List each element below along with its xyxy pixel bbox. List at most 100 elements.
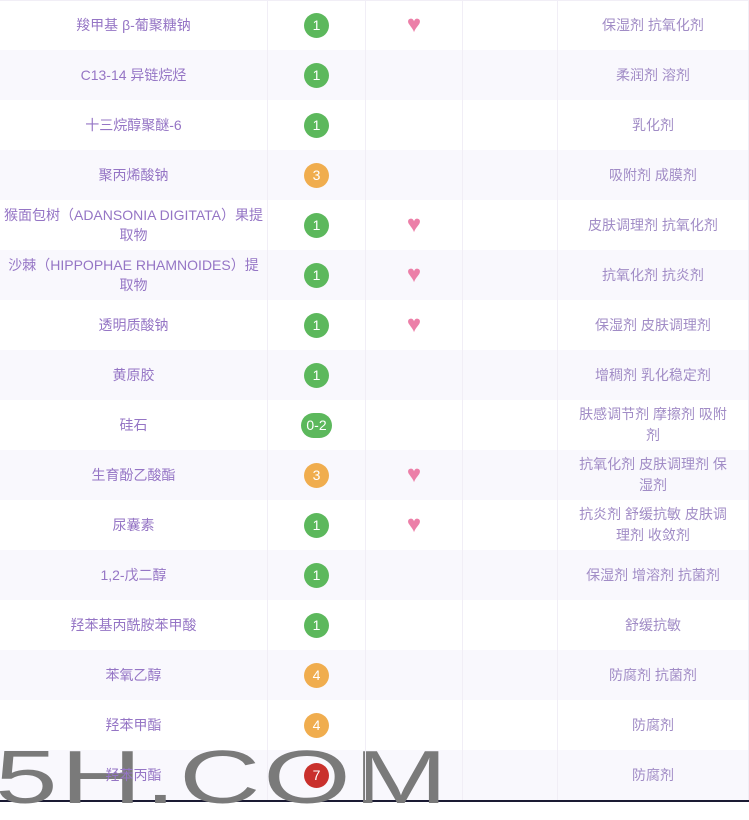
ingredient-functions: 抗氧化剂 抗炎剂: [558, 250, 749, 300]
ingredient-row: 羟苯基丙酰胺苯甲酸 1 舒缓抗敏: [0, 600, 749, 650]
ingredient-row: 透明质酸钠 1 ♥ 保湿剂 皮肤调理剂: [0, 300, 749, 350]
safety-score-badge: 7: [304, 762, 329, 788]
safety-score-badge: 1: [304, 12, 329, 38]
ingredient-functions: 保湿剂 增溶剂 抗菌剂: [558, 550, 749, 600]
ingredient-functions: 防腐剂 抗菌剂: [558, 650, 749, 700]
active-ingredient-cell: [366, 400, 463, 450]
empty-cell: [463, 450, 558, 500]
safety-score-badge: 3: [304, 462, 329, 488]
safety-score-cell: 1: [268, 350, 366, 400]
safety-score-badge: 4: [304, 712, 329, 738]
ingredient-row: 1,2-戊二醇 1 保湿剂 增溶剂 抗菌剂: [0, 550, 749, 600]
active-ingredient-cell: ♥: [366, 0, 463, 50]
active-ingredient-cell: [366, 350, 463, 400]
ingredient-name[interactable]: 生育酚乙酸酯: [0, 450, 268, 500]
heart-icon: ♥: [406, 211, 422, 238]
ingredient-row: 猴面包树（ADANSONIA DIGITATA）果提取物 1 ♥ 皮肤调理剂 抗…: [0, 200, 749, 250]
ingredient-name[interactable]: C13-14 异链烷烃: [0, 50, 268, 100]
safety-score-cell: 1: [268, 300, 366, 350]
ingredient-row: C13-14 异链烷烃 1 柔润剂 溶剂: [0, 50, 749, 100]
empty-cell: [463, 250, 558, 300]
safety-score-cell: 1: [268, 200, 366, 250]
safety-score-cell: 1: [268, 250, 366, 300]
ingredient-name[interactable]: 苯氧乙醇: [0, 650, 268, 700]
ingredient-name[interactable]: 黄原胶: [0, 350, 268, 400]
empty-cell: [463, 350, 558, 400]
ingredient-row: 十三烷醇聚醚-6 1 乳化剂: [0, 100, 749, 150]
empty-cell: [463, 650, 558, 700]
safety-score-cell: 4: [268, 650, 366, 700]
active-ingredient-cell: ♥: [366, 500, 463, 550]
ingredient-row: 黄原胶 1 增稠剂 乳化稳定剂: [0, 350, 749, 400]
ingredient-functions: 增稠剂 乳化稳定剂: [558, 350, 749, 400]
empty-cell: [463, 700, 558, 750]
ingredient-name[interactable]: 羟苯丙酯: [0, 750, 268, 800]
ingredient-row: 聚丙烯酸钠 3 吸附剂 成膜剂: [0, 150, 749, 200]
active-ingredient-cell: [366, 150, 463, 200]
ingredient-name[interactable]: 羧甲基 β-葡聚糖钠: [0, 0, 268, 50]
safety-score-cell: 3: [268, 450, 366, 500]
ingredient-name[interactable]: 1,2-戊二醇: [0, 550, 268, 600]
empty-cell: [463, 50, 558, 100]
empty-cell: [463, 300, 558, 350]
ingredient-functions: 舒缓抗敏: [558, 600, 749, 650]
safety-score-cell: 4: [268, 700, 366, 750]
heart-icon: ♥: [406, 261, 422, 288]
safety-score-badge: 1: [304, 512, 329, 538]
safety-score-badge: 1: [304, 62, 329, 88]
safety-score-badge: 0-2: [301, 412, 332, 438]
ingredient-functions: 柔润剂 溶剂: [558, 50, 749, 100]
ingredient-row: 羧甲基 β-葡聚糖钠 1 ♥ 保湿剂 抗氧化剂: [0, 0, 749, 50]
safety-score-cell: 7: [268, 750, 366, 800]
safety-score-cell: 1: [268, 100, 366, 150]
safety-score-cell: 1: [268, 50, 366, 100]
ingredient-name[interactable]: 尿囊素: [0, 500, 268, 550]
safety-score-cell: 3: [268, 150, 366, 200]
ingredient-name[interactable]: 沙棘（HIPPOPHAE RHAMNOIDES）提取物: [0, 250, 268, 300]
empty-cell: [463, 200, 558, 250]
ingredient-functions: 保湿剂 皮肤调理剂: [558, 300, 749, 350]
empty-cell: [463, 400, 558, 450]
ingredient-row: 羟苯丙酯 7 防腐剂: [0, 750, 749, 800]
ingredient-functions: 防腐剂: [558, 750, 749, 800]
safety-score-badge: 3: [304, 162, 329, 188]
ingredient-functions: 防腐剂: [558, 700, 749, 750]
ingredient-row: 硅石 0-2 肤感调节剂 摩擦剂 吸附剂: [0, 400, 749, 450]
ingredient-functions: 抗炎剂 舒缓抗敏 皮肤调理剂 收敛剂: [558, 500, 749, 550]
safety-score-badge: 4: [304, 662, 329, 688]
heart-icon: ♥: [406, 311, 422, 338]
safety-score-cell: 1: [268, 500, 366, 550]
ingredient-name[interactable]: 硅石: [0, 400, 268, 450]
active-ingredient-cell: [366, 100, 463, 150]
ingredient-row: 羟苯甲酯 4 防腐剂: [0, 700, 749, 750]
ingredient-functions: 乳化剂: [558, 100, 749, 150]
ingredient-functions: 吸附剂 成膜剂: [558, 150, 749, 200]
active-ingredient-cell: ♥: [366, 450, 463, 500]
top-border-line: [0, 0, 749, 1]
ingredient-row: 沙棘（HIPPOPHAE RHAMNOIDES）提取物 1 ♥ 抗氧化剂 抗炎剂: [0, 250, 749, 300]
ingredient-name[interactable]: 十三烷醇聚醚-6: [0, 100, 268, 150]
safety-score-badge: 1: [304, 562, 329, 588]
bottom-divider-bar: [0, 800, 749, 802]
ingredient-functions: 皮肤调理剂 抗氧化剂: [558, 200, 749, 250]
heart-icon: ♥: [406, 11, 422, 38]
safety-score-badge: 1: [304, 262, 329, 288]
ingredient-row: 尿囊素 1 ♥ 抗炎剂 舒缓抗敏 皮肤调理剂 收敛剂: [0, 500, 749, 550]
safety-score-cell: 1: [268, 550, 366, 600]
empty-cell: [463, 550, 558, 600]
active-ingredient-cell: [366, 600, 463, 650]
active-ingredient-cell: ♥: [366, 250, 463, 300]
ingredient-functions: 抗氧化剂 皮肤调理剂 保湿剂: [558, 450, 749, 500]
ingredient-table: 羧甲基 β-葡聚糖钠 1 ♥ 保湿剂 抗氧化剂 C13-14 异链烷烃 1 柔润…: [0, 0, 749, 800]
ingredient-name[interactable]: 猴面包树（ADANSONIA DIGITATA）果提取物: [0, 200, 268, 250]
ingredient-row: 生育酚乙酸酯 3 ♥ 抗氧化剂 皮肤调理剂 保湿剂: [0, 450, 749, 500]
ingredient-name[interactable]: 羟苯基丙酰胺苯甲酸: [0, 600, 268, 650]
ingredient-name[interactable]: 透明质酸钠: [0, 300, 268, 350]
ingredient-name[interactable]: 羟苯甲酯: [0, 700, 268, 750]
active-ingredient-cell: ♥: [366, 300, 463, 350]
active-ingredient-cell: [366, 650, 463, 700]
ingredient-name[interactable]: 聚丙烯酸钠: [0, 150, 268, 200]
active-ingredient-cell: [366, 550, 463, 600]
heart-icon: ♥: [406, 511, 422, 538]
